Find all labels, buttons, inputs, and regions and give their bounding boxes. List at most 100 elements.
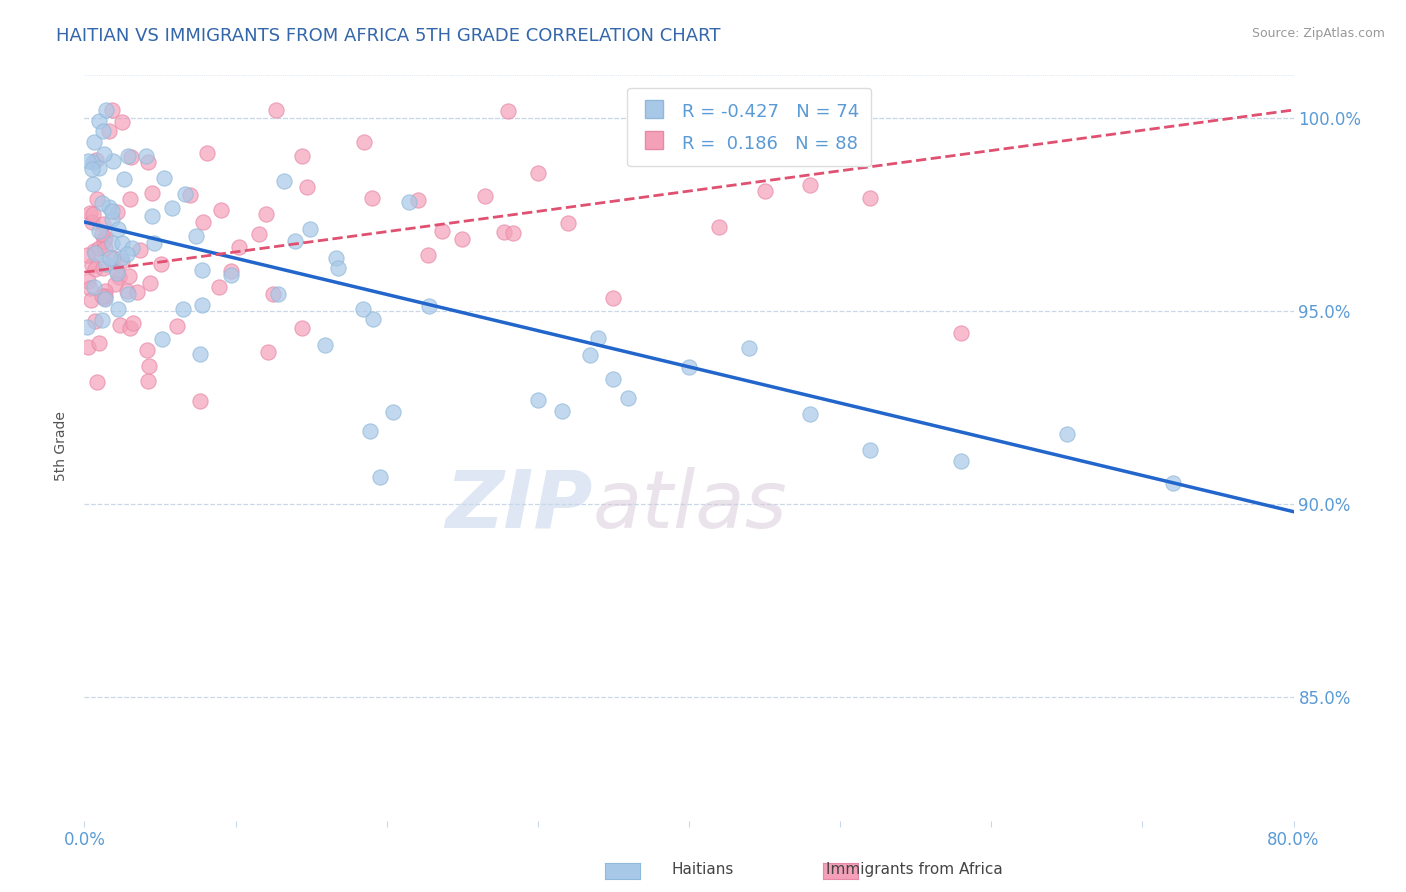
Point [111, 236, 134, 251]
Point [193, 215, 215, 229]
Point [799, 407, 821, 421]
Point [101, 203, 124, 218]
Point [754, 184, 776, 198]
Text: HAITIAN VS IMMIGRANTS FROM AFRICA 5TH GRADE CORRELATION CHART: HAITIAN VS IMMIGRANTS FROM AFRICA 5TH GR… [56, 27, 721, 45]
Point [121, 241, 143, 255]
Point [103, 251, 125, 265]
Point [135, 343, 157, 357]
Point [738, 341, 761, 355]
Point [94, 241, 117, 255]
Point [326, 260, 349, 275]
Point [86, 193, 108, 207]
Point [859, 443, 882, 458]
Point [90, 195, 112, 210]
Point [94, 292, 117, 306]
Point [127, 285, 149, 299]
Point [799, 178, 821, 193]
Point [93, 291, 115, 305]
Point [84, 261, 107, 276]
Point [352, 301, 374, 316]
Point [406, 194, 429, 208]
Point [262, 287, 284, 301]
Point [527, 392, 550, 407]
Point [76, 320, 98, 334]
Point [617, 391, 640, 405]
Point [432, 223, 454, 237]
Point [950, 454, 973, 468]
Point [188, 394, 211, 409]
Point [76, 274, 98, 288]
Point [136, 155, 159, 169]
Point [267, 286, 290, 301]
Point [105, 204, 128, 219]
Text: Immigrants from Africa: Immigrants from Africa [825, 863, 1002, 877]
Point [77, 153, 100, 168]
Point [94, 285, 117, 299]
Point [82, 177, 104, 191]
Point [111, 115, 134, 129]
Point [602, 291, 624, 305]
Point [578, 348, 600, 362]
Point [105, 266, 128, 280]
Point [709, 219, 731, 234]
Point [550, 404, 572, 418]
Point [527, 166, 550, 180]
Point [648, 136, 671, 151]
Point [120, 150, 142, 164]
Point [602, 372, 624, 386]
Text: ZIP: ZIP [444, 467, 592, 545]
Point [82, 207, 104, 221]
Point [859, 191, 882, 205]
Point [191, 263, 214, 277]
Point [254, 207, 277, 221]
Point [80, 293, 103, 308]
Point [104, 277, 127, 291]
Point [256, 345, 278, 359]
Point [138, 359, 160, 374]
Point [94, 288, 117, 302]
Point [91, 218, 114, 232]
Point [76, 248, 98, 262]
Point [93, 234, 115, 248]
Point [382, 405, 405, 419]
Point [94, 231, 117, 245]
Point [141, 209, 163, 223]
Point [84, 314, 107, 328]
Point [83, 135, 105, 149]
Point [950, 326, 973, 341]
Point [359, 424, 381, 438]
Point [79, 281, 101, 295]
Point [174, 187, 197, 202]
Point [115, 246, 138, 260]
Point [89, 161, 111, 175]
Point [678, 359, 700, 374]
Point [188, 346, 211, 360]
Point [474, 188, 496, 202]
Point [120, 320, 142, 334]
Point [84, 246, 107, 260]
Point [107, 301, 129, 316]
Point [122, 316, 145, 330]
Point [118, 269, 141, 284]
Point [80, 161, 103, 176]
Text: atlas: atlas [592, 467, 787, 545]
Point [207, 280, 229, 294]
Point [94, 103, 117, 117]
Point [90, 227, 112, 242]
Point [291, 321, 314, 335]
Point [451, 232, 474, 246]
Point [398, 195, 420, 210]
Point [101, 103, 124, 117]
Point [209, 203, 232, 218]
Legend: R = -0.427   N = 74, R =  0.186   N = 88: R = -0.427 N = 74, R = 0.186 N = 88 [627, 88, 872, 166]
Point [195, 146, 218, 161]
Point [150, 332, 173, 346]
Point [418, 299, 440, 313]
Point [86, 376, 108, 390]
Point [82, 155, 104, 169]
Point [247, 227, 270, 241]
Point [266, 103, 288, 117]
Point [101, 212, 124, 227]
Point [219, 268, 242, 282]
Point [82, 258, 104, 272]
